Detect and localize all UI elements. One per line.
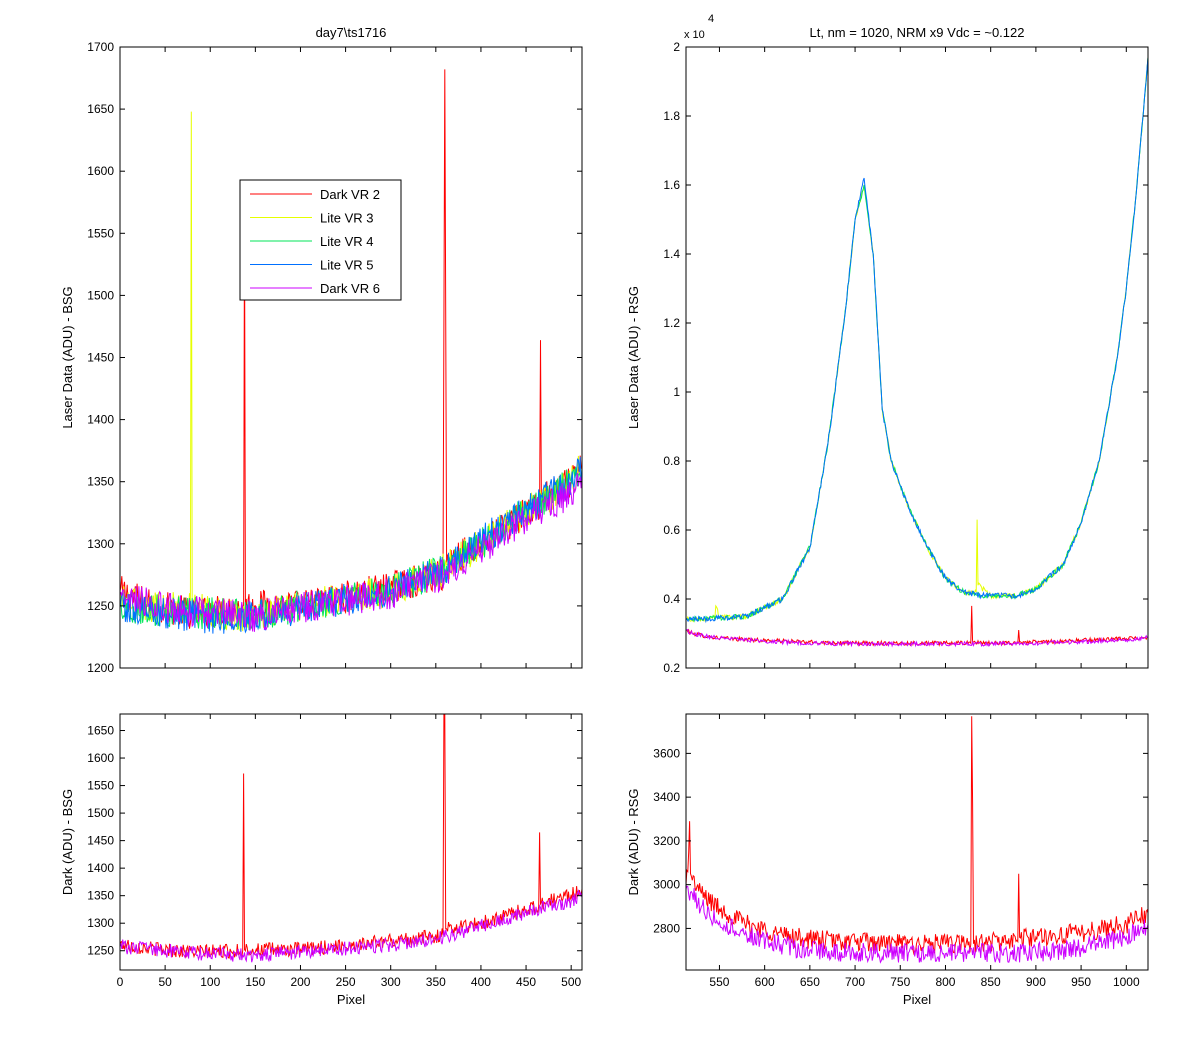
y-tick-label: 0.8 [663,454,680,468]
y-tick-label: 3000 [653,878,680,892]
y-tick-label: 1400 [87,861,114,875]
series-line-dark-vr-6 [120,473,582,632]
axes-box [119,713,583,971]
chart-top-right: 0.2 0.4 0.6 0.8 1 1.2 1.4 1.6 1.8 2 Lt, nm = 1020,… [626,13,1149,675]
y-tick-label: 1550 [87,226,114,240]
legend-box [239,179,402,301]
axes-box [685,46,1149,669]
chart-bottom-left: 1250 1300 1350 1400 1450 1500 1550 1600 1650 0 50 1… [60,713,583,1007]
chart-bottom-right: 2800 3000 3200 3400 3600 550 600 650 700 750 800 85… [626,713,1149,1007]
y-tick-label: 1300 [87,537,114,551]
legend-entry: Dark VR 6 [320,281,380,296]
y-tick-label: 1350 [87,889,114,903]
x-tick-label: 100 [200,975,220,989]
y-tick-label: 3200 [653,834,680,848]
y-tick-label: 1700 [87,40,114,54]
y-tick-label: 0.6 [663,523,680,537]
series-line-dark-vr-6 [686,628,1148,648]
y-tick-label: 2800 [653,921,680,935]
plot-title: Lt, nm = 1020, NRM x9 Vdc = ~0.122 [810,25,1025,40]
series-line-dark-vr-6 [686,885,1148,964]
x-tick-label: 200 [290,975,310,989]
legend-entry: Lite VR 5 [320,258,373,273]
x-axis-label: Pixel [903,992,931,1007]
y-axis-label: Laser Data (ADU) - RSG [626,286,641,429]
plot-title: day7\ts1716 [316,25,387,40]
plot-area [686,714,1148,970]
x-tick-label: 650 [800,975,820,989]
y-tick-label: 1350 [87,475,114,489]
x-tick-label: 400 [471,975,491,989]
series-group [120,714,582,963]
legend-entry: Lite VR 4 [320,234,373,249]
y-tick-label: 1250 [87,599,114,613]
y-tick-label: 1550 [87,779,114,793]
y-tick-label: 1500 [87,806,114,820]
x-tick-label: 300 [381,975,401,989]
plot-area [120,47,582,668]
series-group [686,57,1148,648]
legend-entry: Lite VR 3 [320,211,373,226]
y-axis-label: Dark (ADU) - RSG [626,789,641,896]
y-tick-label: 3600 [653,746,680,760]
y-tick-label: 1200 [87,661,114,675]
series-line-dark-vr-2 [686,716,1148,956]
y-tick-label: 1600 [87,164,114,178]
series-line-dark-vr-6 [120,889,582,963]
x-tick-label: 500 [561,975,581,989]
series-group [120,69,582,634]
y-tick-label: 1650 [87,102,114,116]
x-tick-label: 0 [117,975,124,989]
x-tick-label: 450 [516,975,536,989]
x-tick-label: 550 [709,975,729,989]
plot-area [120,714,582,970]
x-tick-label: 150 [245,975,265,989]
legend-entry: Dark VR 2 [320,187,380,202]
y-tick-label: 3400 [653,790,680,804]
y-tick-label: 1.8 [663,109,680,123]
y-tick-label: 2 [673,40,680,54]
series-line-dark-vr-2 [120,714,582,959]
chart-top-left: 1200 1250 1300 1350 1400 1450 1500 1550 1600 1650… [60,25,583,675]
x-tick-label: 850 [981,975,1001,989]
x-tick-label: 700 [845,975,865,989]
y-tick-label: 1250 [87,944,114,958]
x-tick-label: 750 [890,975,910,989]
plot-area [686,47,1148,668]
x-tick-label: 250 [336,975,356,989]
axes-box [685,713,1149,971]
y-tick-label: 1400 [87,413,114,427]
y-exponent-label: x 10 [684,29,705,41]
y-tick-label: 1450 [87,834,114,848]
y-tick-label: 1.6 [663,178,680,192]
series-group [686,716,1148,964]
y-tick-label: 1.2 [663,316,680,330]
legend: Dark VR 2 Lite VR 3 Lite VR 4 Lite VR 5 Dark… [239,179,402,301]
series-line-lite-vr-5 [686,57,1148,624]
y-tick-label: 1300 [87,916,114,930]
y-tick-label: 1650 [87,724,114,738]
y-tick-label: 1500 [87,288,114,302]
y-exponent-power: 4 [708,13,714,25]
x-tick-label: 800 [935,975,955,989]
x-tick-label: 50 [158,975,172,989]
y-axis-label: Laser Data (ADU) - BSG [60,286,75,428]
y-tick-label: 1600 [87,751,114,765]
y-tick-label: 1450 [87,351,114,365]
y-tick-label: 0.4 [663,592,680,606]
panels: 1200125013001350140014501500155016001650… [60,13,1149,1007]
y-tick-label: 0.2 [663,661,680,675]
x-tick-label: 950 [1071,975,1091,989]
x-tick-label: 600 [755,975,775,989]
x-tick-label: 1000 [1113,975,1140,989]
x-axis-label: Pixel [337,992,365,1007]
x-tick-label: 350 [426,975,446,989]
x-tick-label: 900 [1026,975,1046,989]
y-axis-label: Dark (ADU) - BSG [60,789,75,895]
y-tick-label: 1 [673,385,680,399]
y-tick-label: 1.4 [663,247,680,261]
